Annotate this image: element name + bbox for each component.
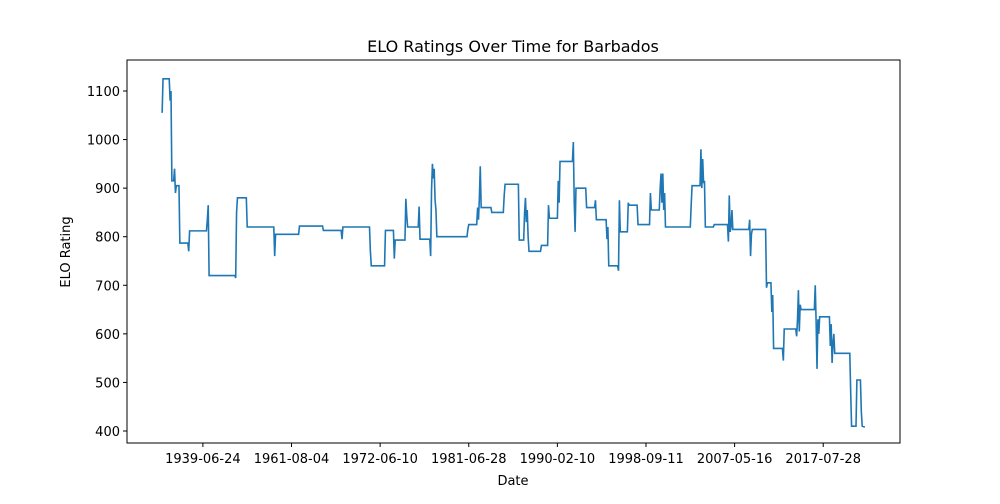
series-line: [161, 78, 866, 428]
y-tick-label: 500: [95, 376, 120, 391]
x-tick-label: 1981-06-28: [431, 452, 507, 467]
x-tick-label: 1939-06-24: [165, 452, 241, 467]
x-tick-label: 1961-08-04: [254, 452, 330, 467]
x-axis-label: Date: [497, 474, 528, 489]
chart-title: ELO Ratings Over Time for Barbados: [367, 37, 659, 56]
x-tick-label: 1990-02-10: [520, 452, 596, 467]
y-tick-label: 700: [95, 279, 120, 294]
x-tick-label: 1972-06-10: [342, 452, 418, 467]
y-tick-label: 900: [95, 182, 120, 197]
y-tick-label: 400: [95, 425, 120, 440]
plot-frame: [126, 59, 901, 444]
y-tick-label: 1100: [87, 85, 120, 100]
x-tick-label: 1998-09-11: [608, 452, 684, 467]
y-tick-label: 600: [95, 328, 120, 343]
x-tick-label: 2017-07-28: [785, 452, 861, 467]
y-axis-label: ELO Rating: [59, 216, 74, 287]
y-tick-label: 1000: [87, 134, 120, 149]
x-tick-label: 2007-05-16: [697, 452, 773, 467]
y-tick-label: 800: [95, 231, 120, 246]
